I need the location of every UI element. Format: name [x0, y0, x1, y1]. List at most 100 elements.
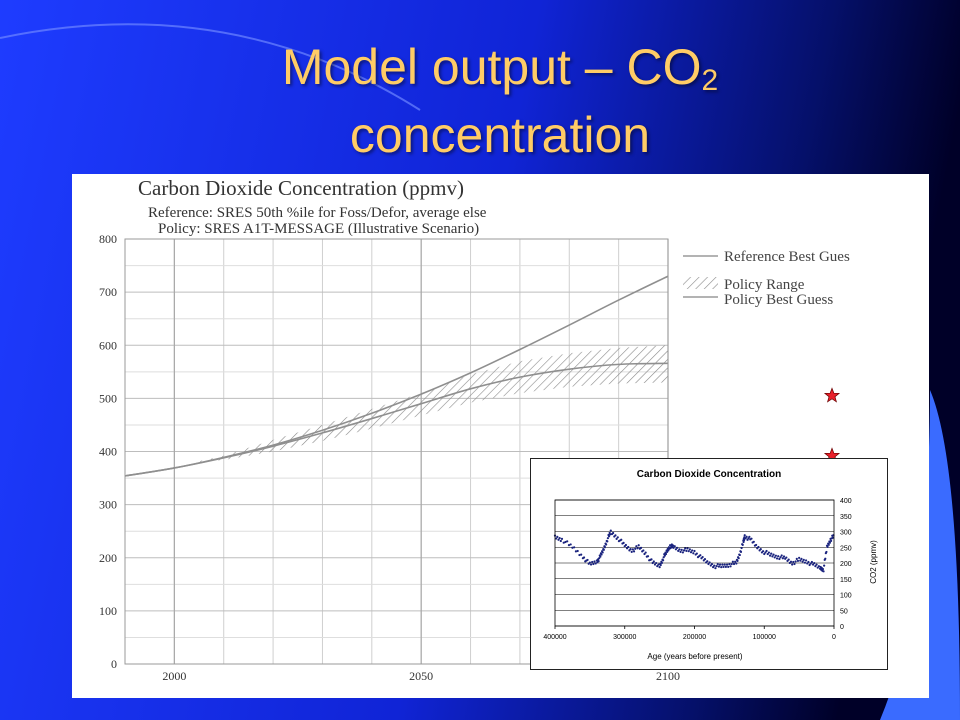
inset-data-point — [725, 563, 729, 566]
inset-data-point — [588, 561, 591, 564]
inset-data-point — [609, 529, 612, 532]
inset-data-point — [787, 558, 790, 561]
inset-data-point — [687, 550, 690, 553]
inset-data-point — [710, 562, 714, 566]
inset-data-point — [770, 552, 773, 555]
inset-data-point — [653, 563, 657, 566]
inset-data-point — [591, 560, 594, 564]
inset-data-point — [660, 561, 664, 565]
inset-data-point — [716, 563, 719, 566]
inset-data-point — [597, 559, 600, 563]
inset-data-point — [721, 563, 724, 566]
inset-data-point — [646, 555, 650, 558]
inset-data-point — [669, 546, 672, 550]
inset-data-point — [768, 554, 772, 557]
inset-data-point — [789, 560, 793, 563]
main-y-tick-label: 800 — [99, 232, 117, 246]
inset-data-point — [562, 541, 565, 544]
main-y-tick-label: 0 — [111, 657, 117, 671]
inset-data-point — [566, 540, 569, 543]
main-y-tick-label: 500 — [99, 391, 117, 405]
inset-data-point — [707, 562, 710, 566]
inset-data-point — [808, 563, 811, 567]
inset-data-point — [785, 556, 788, 559]
inset-data-point — [636, 547, 639, 550]
inset-data-point — [593, 560, 596, 563]
inset-data-point — [709, 564, 712, 567]
inset-data-point — [717, 565, 721, 568]
inset-data-point — [824, 557, 827, 560]
inset-x-tick-label: 200000 — [683, 634, 706, 641]
inset-y-tick-label: 100 — [840, 593, 852, 600]
main-chart: Carbon Dioxide Concentration (ppmv) Refe… — [72, 174, 929, 698]
inset-data-point — [657, 563, 660, 566]
inset-y-tick-label: 250 — [840, 545, 852, 552]
inset-data-point — [748, 535, 751, 538]
legend-reference: Reference Best Gues — [724, 249, 850, 265]
inset-data-point — [685, 549, 688, 552]
inset-data-point — [701, 555, 704, 559]
inset-data-point — [650, 558, 653, 561]
inset-data-point — [777, 555, 780, 558]
inset-data-point — [796, 559, 800, 562]
inset-data-point — [755, 543, 758, 547]
inset-data-point — [773, 556, 776, 559]
inset-data-point — [730, 562, 733, 566]
inset-y-tick-label: 400 — [840, 498, 852, 505]
inset-data-point — [559, 539, 562, 543]
inset-data-point — [558, 537, 561, 540]
inset-data-point — [614, 534, 617, 537]
inset-data-point — [800, 557, 803, 560]
inset-data-point — [571, 546, 574, 549]
inset-data-point — [731, 560, 734, 563]
main-x-tick-label: 2050 — [409, 669, 433, 683]
inset-data-point — [620, 538, 623, 541]
legend-policy-best: Policy Best Guess — [724, 292, 833, 308]
inset-data-point — [679, 550, 682, 554]
inset-x-tick-label: 400000 — [543, 634, 566, 641]
inset-data-point — [666, 550, 669, 554]
inset-data-point — [662, 559, 665, 562]
inset-x-tick-label: 0 — [832, 634, 836, 641]
inset-data-point — [831, 536, 834, 539]
inset-data-point — [737, 557, 740, 560]
inset-data-point — [720, 566, 723, 569]
inset-data-point — [602, 548, 605, 551]
inset-data-point — [605, 543, 608, 546]
inset-data-point — [703, 558, 707, 561]
inset-data-point — [752, 540, 755, 543]
inset-data-point — [615, 537, 618, 540]
legend-policy-range: Policy Range — [724, 277, 805, 293]
inset-data-point — [564, 540, 567, 544]
inset-data-point — [642, 549, 645, 552]
inset-data-point — [586, 558, 589, 562]
inset-data-point — [771, 555, 774, 558]
inset-data-point — [637, 544, 640, 547]
title-line-1: Model output – CO2 — [60, 40, 940, 108]
title-line-2: concentration — [349, 107, 651, 163]
main-y-tick-label: 600 — [99, 338, 117, 352]
inset-data-point — [823, 564, 826, 567]
inset-data-point — [624, 543, 628, 547]
inset-data-point — [806, 562, 809, 565]
inset-data-point — [567, 544, 571, 547]
inset-data-point — [814, 565, 817, 568]
inset-data-point — [740, 546, 743, 550]
inset-data-point — [722, 565, 725, 568]
inset-data-point — [803, 561, 807, 564]
inset-data-point — [674, 548, 677, 551]
inset-data-point — [809, 562, 812, 565]
inset-data-point — [573, 546, 576, 549]
inset-data-point — [606, 537, 609, 540]
inset-data-point — [706, 560, 709, 563]
inset-data-point — [580, 553, 583, 556]
inset-data-point — [718, 563, 722, 566]
inset-data-point — [734, 560, 737, 563]
inset-data-point — [631, 548, 634, 551]
inset-data-point — [693, 549, 696, 553]
main-y-tick-label: 400 — [99, 445, 117, 459]
inset-data-point — [600, 553, 603, 556]
inset-chart-title: Carbon Dioxide Concentration — [637, 469, 781, 480]
inset-data-point — [778, 557, 781, 561]
inset-data-point — [630, 550, 633, 554]
